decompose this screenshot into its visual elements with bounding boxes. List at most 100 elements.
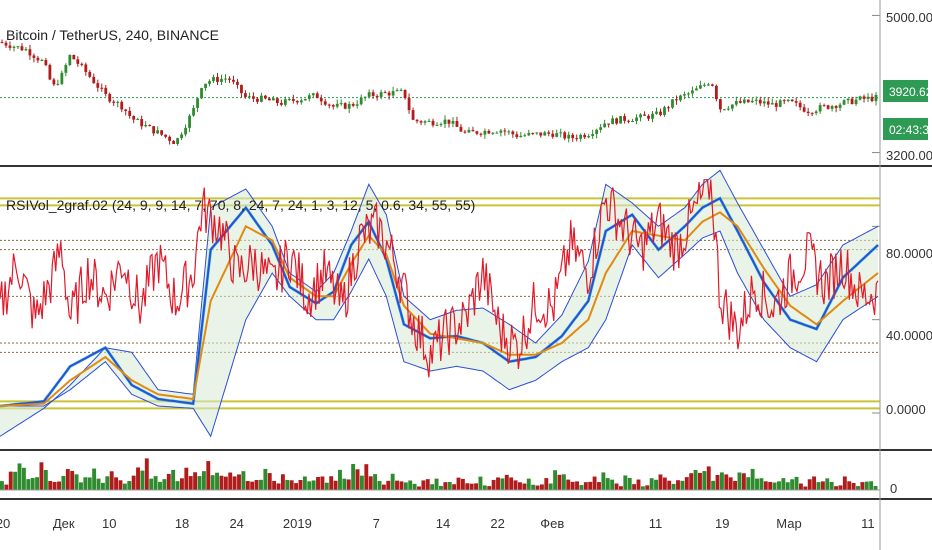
candle-body (762, 101, 766, 104)
volume-bar (820, 481, 825, 490)
volume-bar (816, 482, 821, 490)
volume-bar (219, 475, 224, 490)
volume-bar (610, 479, 615, 490)
volume-bar (179, 478, 184, 490)
candle-body (583, 134, 587, 138)
candle-body (718, 99, 722, 110)
time-axis-label: 20 (0, 516, 10, 531)
volume-bar (535, 485, 540, 490)
time-axis-label: 14 (436, 516, 450, 531)
candle-body (702, 84, 706, 86)
candle-body (68, 54, 72, 66)
volume-bar (52, 481, 57, 490)
candle-body (80, 63, 84, 65)
candle-body (595, 129, 599, 135)
candle-body (160, 130, 164, 135)
candle-body (112, 101, 116, 103)
candle-body (240, 84, 243, 94)
volume-bar (425, 479, 430, 490)
candle-body (619, 116, 622, 124)
candle-body (244, 93, 247, 97)
candle-body (287, 98, 291, 100)
volume-bar (245, 481, 250, 490)
volume-bar (338, 469, 342, 490)
volume-bar (531, 484, 536, 490)
candle-body (539, 132, 543, 136)
candle-body (148, 125, 152, 127)
last-price-tag (883, 80, 928, 102)
candle-body (403, 89, 407, 98)
volume-bar (794, 476, 799, 490)
volume-bar (377, 480, 382, 490)
volume-bar (430, 484, 435, 490)
volume-bar (588, 481, 593, 490)
candle-body (16, 46, 20, 48)
volume-bar (184, 467, 189, 490)
candle-body (431, 120, 435, 126)
candle-body (786, 99, 790, 102)
candle-body (818, 105, 822, 112)
candle-body (415, 119, 419, 122)
volume-bar (61, 475, 66, 490)
volume-bar (781, 478, 786, 490)
candle-body (263, 95, 267, 99)
candle-body (4, 42, 8, 46)
candle-body (391, 91, 395, 96)
candle-body (599, 127, 603, 130)
volume-bar (87, 477, 92, 490)
candle-body (495, 132, 499, 134)
candle-body (551, 133, 555, 137)
candle-body (555, 133, 559, 137)
rsi-tick-label: 80.0000 (886, 246, 932, 261)
candle-body (275, 98, 279, 104)
time-axis-label: 11 (861, 516, 875, 531)
candle-body (631, 121, 634, 123)
volume-bar (215, 472, 219, 490)
candle-body (483, 130, 487, 135)
candle-body (76, 59, 80, 64)
time-axis-label: 24 (229, 516, 243, 531)
candle-body (387, 92, 391, 96)
volume-bar (351, 463, 356, 490)
volume-bar (790, 479, 795, 490)
volume-bar (237, 474, 241, 490)
volume-bar (856, 486, 860, 490)
candle-body (858, 96, 862, 100)
candle-body (830, 106, 834, 109)
volume-bar (676, 480, 680, 490)
candle-body (92, 76, 96, 84)
candle-body (164, 134, 168, 137)
candle-body (20, 46, 24, 51)
candle-body (846, 98, 850, 101)
candle-body (8, 45, 12, 48)
time-axis: 20 Дек 10 18 24 2019 7 14 22 Фев 11 19 Мар 11 (0, 516, 875, 531)
candle-body (475, 131, 479, 134)
candle-body (523, 135, 527, 137)
candle-body (196, 98, 199, 108)
volume-bar (566, 479, 571, 490)
volume-bar (636, 479, 641, 490)
candle-body (108, 93, 112, 102)
volume-bar (693, 469, 698, 490)
volume-bar (557, 474, 562, 490)
volume-bar (798, 483, 803, 490)
last-price-value: 3920.62 (889, 85, 932, 99)
candle-body (515, 134, 519, 138)
volume-bar (662, 477, 667, 490)
candle-body (379, 92, 383, 97)
time-axis-label: Мар (776, 516, 801, 531)
volume-bar (860, 482, 865, 490)
volume-bar (658, 474, 663, 490)
candle-body (710, 84, 714, 86)
candle-body (279, 103, 283, 105)
volume-bar (346, 479, 351, 490)
candle-body (339, 103, 343, 105)
volume-bar (605, 478, 610, 490)
candle-body (363, 96, 367, 98)
volume-bar (504, 474, 509, 490)
candle-body (750, 100, 754, 103)
candle-body (0, 42, 4, 44)
volume-bar (206, 461, 211, 490)
candle-body (679, 95, 682, 101)
candle-body (623, 116, 626, 121)
